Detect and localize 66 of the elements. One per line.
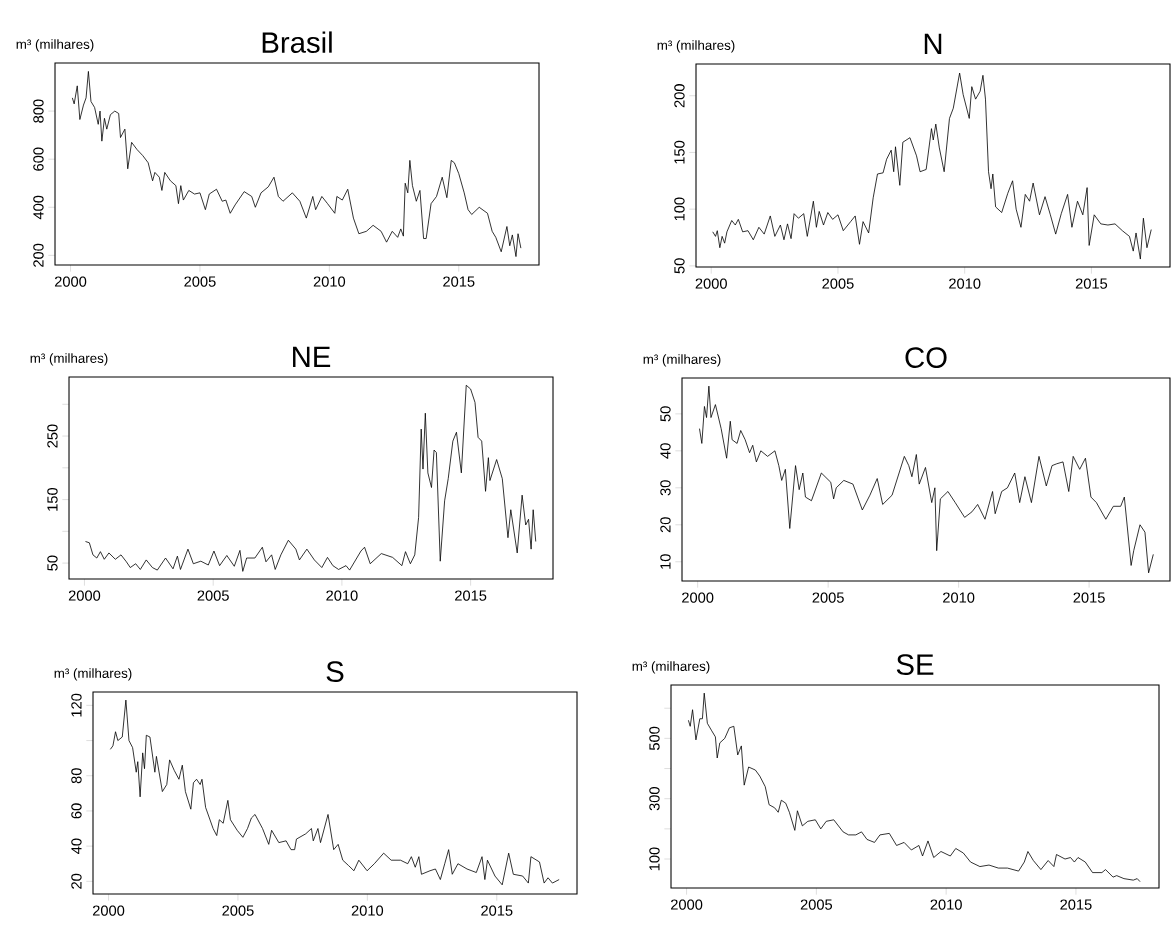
y-tick-label: 10 (660, 554, 671, 569)
y-tick-label: 120 (71, 693, 82, 717)
y-tick-label: 50 (47, 555, 58, 571)
x-tick-label: 2015 (1073, 592, 1105, 603)
y-tick-label: 150 (674, 140, 685, 164)
x-tick-label: 2015 (455, 590, 487, 601)
x-tick-label: 2010 (949, 278, 981, 289)
y-tick-label: 40 (71, 838, 82, 854)
y-axis-title: m³ (milhares) (643, 354, 721, 367)
y-tick-label: 600 (33, 147, 44, 171)
x-tick-label: 2015 (1060, 899, 1092, 910)
y-tick-label: 300 (649, 787, 660, 811)
x-tick-label: 2005 (800, 899, 833, 910)
x-tick-label: 2005 (197, 590, 229, 601)
x-tick-label: 2000 (695, 278, 727, 289)
y-tick-label: 400 (33, 195, 44, 220)
x-tick-label: 2015 (481, 905, 513, 916)
y-axis-title: m³ (milhares) (30, 353, 108, 366)
line-series (699, 385, 1154, 574)
x-tick-label: 2015 (443, 276, 475, 287)
x-tick-label: 2000 (671, 899, 703, 910)
x-tick-label: 2010 (351, 905, 384, 916)
y-tick-label: 200 (33, 243, 44, 267)
chart-title: N (924, 33, 942, 54)
x-tick-label: 2000 (68, 590, 101, 601)
x-tick-label: 2005 (222, 905, 254, 916)
x-tick-label: 2010 (943, 592, 975, 603)
y-tick-label: 20 (660, 517, 671, 533)
x-tick-label: 2015 (1075, 278, 1108, 289)
chart-title: NE (293, 346, 331, 367)
y-tick-label: 150 (47, 487, 58, 511)
x-tick-label: 2005 (184, 276, 216, 287)
x-tick-label: 2010 (326, 590, 358, 601)
y-tick-label: 800 (33, 99, 44, 123)
y-tick-label: 250 (47, 424, 58, 448)
chart-title: CO (905, 347, 947, 368)
y-tick-label: 200 (674, 84, 685, 108)
chart-title: S (326, 661, 344, 682)
y-axis-title: m³ (milhares) (16, 39, 94, 52)
y-tick-label: 60 (71, 803, 82, 819)
x-tick-label: 2000 (682, 592, 714, 603)
x-tick-label: 2005 (812, 592, 844, 603)
line-series (688, 692, 1141, 883)
y-axis-title: m³ (milhares) (657, 40, 735, 53)
x-tick-label: 2000 (54, 276, 87, 287)
y-tick-label: 20 (71, 873, 82, 889)
x-tick-label: 2010 (313, 276, 346, 287)
line-series (71, 71, 522, 257)
x-tick-label: 2005 (822, 278, 854, 289)
line-series (109, 699, 560, 886)
x-tick-label: 2010 (930, 899, 962, 910)
line-series (712, 72, 1152, 260)
chart-title: Brasil (262, 31, 332, 53)
y-tick-label: 500 (649, 726, 660, 751)
y-tick-label: 30 (660, 480, 671, 496)
chart-title: SE (896, 654, 934, 675)
line-series (85, 384, 537, 572)
y-tick-label: 100 (649, 847, 660, 871)
y-tick-label: 100 (674, 197, 685, 221)
y-tick-label: 50 (660, 406, 671, 422)
y-tick-label: 50 (674, 258, 685, 274)
y-axis-title: m³ (milhares) (632, 661, 710, 674)
y-axis-title: m³ (milhares) (54, 668, 132, 681)
y-tick-label: 80 (71, 768, 82, 784)
x-tick-label: 2000 (92, 905, 125, 916)
y-tick-label: 40 (660, 443, 671, 459)
